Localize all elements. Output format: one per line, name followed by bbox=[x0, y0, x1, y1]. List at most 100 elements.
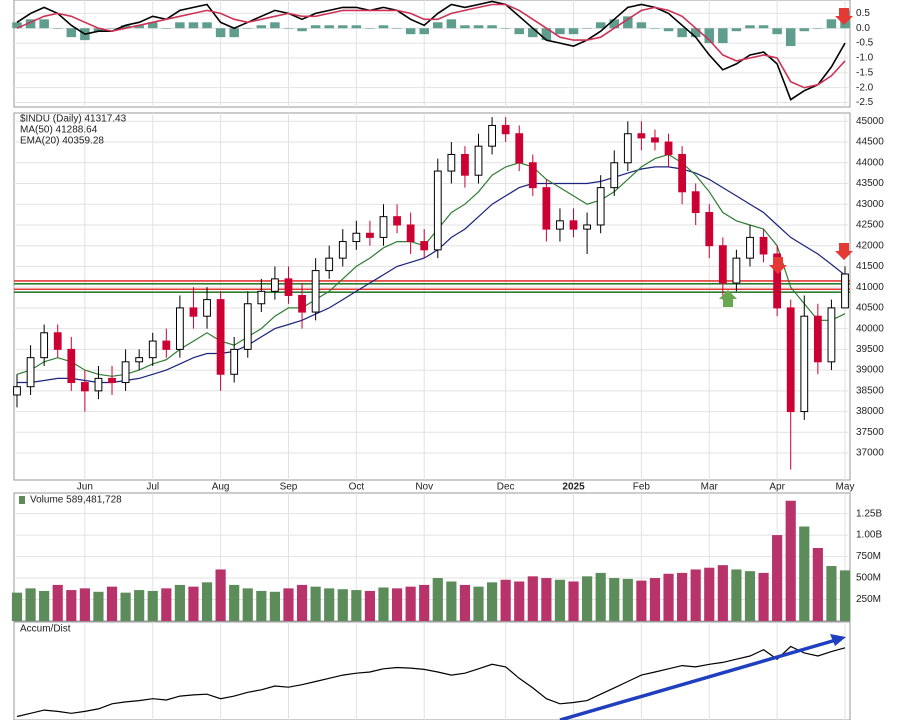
y-tick-label: 41500 bbox=[856, 261, 884, 272]
arrow-up bbox=[719, 290, 737, 307]
candle-body bbox=[786, 307, 795, 413]
y-tick-label: -1.5 bbox=[856, 67, 874, 78]
candle-body bbox=[623, 133, 632, 164]
x-tick-label: Jul bbox=[146, 482, 159, 493]
histogram-bar bbox=[568, 28, 579, 35]
volume-bar bbox=[826, 566, 837, 621]
x-tick-label: Mar bbox=[701, 482, 719, 493]
candle-body bbox=[542, 187, 551, 230]
histogram-bar bbox=[25, 19, 36, 29]
candle-body bbox=[298, 294, 306, 313]
volume-bar bbox=[500, 579, 511, 621]
volume-bar bbox=[595, 572, 606, 621]
histogram-bar bbox=[785, 28, 796, 47]
histogram-bar bbox=[528, 28, 538, 38]
histogram-bar bbox=[718, 28, 728, 44]
candle-body bbox=[705, 212, 714, 247]
volume-bar bbox=[11, 592, 23, 621]
histogram-bar bbox=[310, 25, 321, 29]
volume-bar bbox=[161, 588, 172, 621]
y-tick-label: -0.5 bbox=[856, 38, 874, 49]
volume-bar bbox=[473, 586, 484, 621]
y-tick-label: -2.0 bbox=[856, 82, 874, 93]
histogram-bar bbox=[460, 25, 470, 29]
volume-bar bbox=[324, 588, 335, 621]
candle-body bbox=[257, 290, 266, 305]
volume-bar bbox=[486, 582, 498, 621]
candle-body bbox=[651, 137, 659, 143]
histogram-bar bbox=[147, 22, 158, 29]
histogram-bar bbox=[758, 25, 769, 29]
candle-body bbox=[121, 361, 130, 384]
histogram-bar bbox=[188, 22, 199, 29]
y-tick-label: -1.0 bbox=[856, 53, 874, 64]
candle-body bbox=[691, 191, 700, 214]
volume-bar bbox=[25, 588, 36, 621]
volume-bar bbox=[554, 579, 566, 621]
volume-bar bbox=[772, 535, 783, 621]
histogram-bar bbox=[392, 28, 402, 29]
arrow-down bbox=[769, 257, 787, 274]
volume-bar bbox=[147, 590, 158, 621]
y-tick-label: 1.00B bbox=[856, 530, 882, 541]
histogram-bar bbox=[52, 28, 63, 29]
line-series bbox=[16, 153, 846, 377]
histogram-bar bbox=[595, 22, 606, 29]
volume-bar bbox=[622, 578, 633, 621]
line-series bbox=[17, 166, 846, 384]
histogram-bar bbox=[623, 16, 633, 29]
histogram-bar bbox=[134, 25, 144, 29]
volume-bar bbox=[283, 588, 294, 621]
volume-bar bbox=[609, 578, 620, 621]
volume-bar bbox=[419, 584, 430, 621]
histogram-bar bbox=[745, 25, 755, 29]
panel-frame bbox=[13, 0, 851, 108]
candle-body bbox=[813, 315, 822, 363]
volume-bar bbox=[188, 586, 199, 621]
volume-bar bbox=[582, 576, 593, 621]
histogram-bar bbox=[175, 22, 185, 29]
candle-body bbox=[94, 377, 103, 392]
y-tick-label: 38000 bbox=[856, 406, 884, 417]
volume-bar bbox=[52, 584, 63, 621]
candle-body bbox=[488, 124, 496, 147]
volume-bar bbox=[364, 590, 376, 621]
volume-bar bbox=[514, 581, 525, 621]
candle-body bbox=[664, 141, 673, 155]
panel-frame bbox=[13, 112, 851, 481]
histogram-bar bbox=[93, 28, 104, 32]
candle-body bbox=[379, 216, 388, 238]
y-tick-label: 0.5 bbox=[856, 8, 870, 19]
candle-body bbox=[67, 348, 76, 384]
candle-body bbox=[175, 307, 184, 350]
volume-bar bbox=[839, 570, 851, 621]
volume-bar bbox=[690, 569, 701, 621]
candle-body bbox=[135, 357, 144, 363]
candle-body bbox=[583, 224, 591, 230]
y-tick-label: 43000 bbox=[856, 199, 884, 210]
y-tick-label: 41000 bbox=[856, 282, 884, 293]
candle-body bbox=[216, 299, 225, 375]
histogram-bar bbox=[243, 28, 253, 29]
candle-body bbox=[596, 187, 605, 226]
histogram-bar bbox=[609, 19, 619, 29]
volume-bar bbox=[256, 590, 267, 621]
y-tick-label: -2.5 bbox=[856, 97, 874, 108]
candle-body bbox=[461, 153, 469, 176]
histogram-bar bbox=[378, 25, 389, 29]
candle-body bbox=[515, 133, 524, 164]
histogram-bar bbox=[270, 22, 280, 29]
volume-bar bbox=[120, 592, 131, 621]
volume-bar bbox=[541, 578, 552, 621]
x-tick-label: Jun bbox=[77, 482, 93, 493]
candle-body bbox=[746, 236, 754, 259]
histogram-bar bbox=[12, 22, 22, 29]
y-tick-label: 40500 bbox=[856, 303, 884, 314]
volume-bar bbox=[174, 584, 185, 621]
histogram-bar bbox=[283, 28, 294, 29]
x-tick-label: Feb bbox=[633, 482, 651, 493]
volume-bar bbox=[391, 588, 403, 621]
line-series bbox=[16, 3, 846, 89]
histogram-bar bbox=[473, 25, 484, 29]
